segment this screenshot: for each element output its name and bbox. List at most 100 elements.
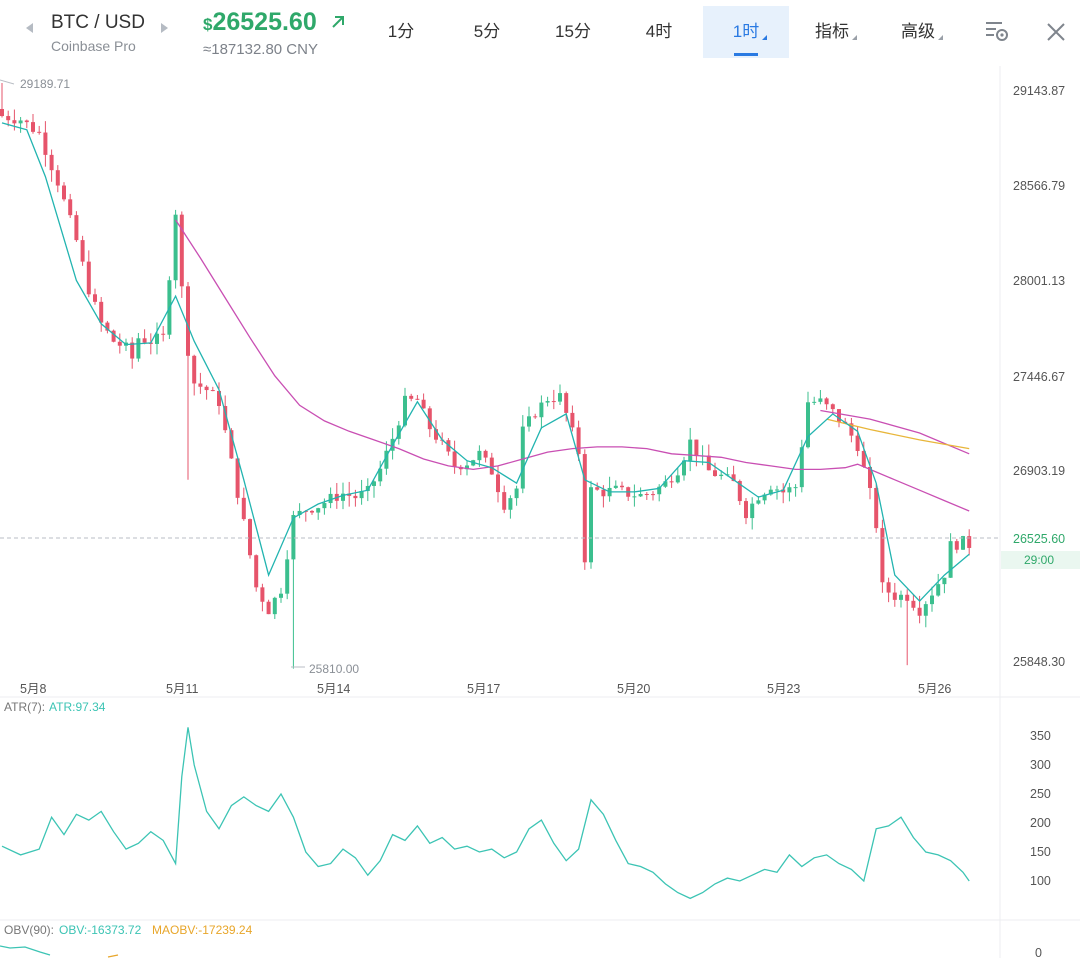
tab-indicators[interactable]: 指标	[789, 6, 875, 58]
current-price: $26525.60	[203, 8, 317, 36]
candle	[477, 445, 482, 467]
candle	[62, 182, 66, 202]
candle	[644, 492, 649, 500]
candle	[316, 507, 321, 520]
candle	[861, 441, 866, 468]
candle	[105, 320, 110, 334]
candle	[527, 406, 531, 432]
chart-area[interactable]: 29189.71 25810.00 29143.87 28566.79 2800…	[0, 66, 1080, 958]
candle	[68, 193, 73, 218]
countdown-tag	[1001, 551, 1080, 569]
candle	[155, 322, 159, 355]
candle	[930, 586, 934, 612]
close-icon[interactable]	[1045, 21, 1067, 43]
chart-settings-icon[interactable]	[984, 18, 1010, 44]
candle	[99, 296, 104, 332]
dropdown-corner-icon	[852, 35, 857, 40]
candle	[899, 590, 903, 608]
candle	[675, 467, 680, 484]
candle	[452, 440, 457, 474]
tab-15min[interactable]: 15分	[555, 22, 591, 41]
candle	[384, 441, 389, 475]
candle	[750, 497, 755, 530]
tab-4h[interactable]: 4时	[645, 22, 673, 41]
candle	[310, 510, 314, 515]
candle	[0, 83, 4, 118]
candle	[18, 117, 23, 133]
time-tick: 5月20	[617, 682, 650, 696]
next-pair-arrow-icon[interactable]	[161, 23, 168, 33]
candle	[849, 417, 854, 443]
candle	[620, 481, 624, 491]
candle	[204, 385, 209, 400]
candle	[210, 386, 215, 392]
candle	[291, 510, 296, 669]
candle	[582, 449, 587, 570]
candle	[217, 382, 221, 415]
tab-1min[interactable]: 1分	[387, 22, 415, 41]
pair-name[interactable]: BTC / USD	[51, 12, 145, 33]
candle	[241, 487, 246, 521]
candle	[359, 479, 364, 505]
candle	[793, 484, 798, 497]
candle	[403, 387, 407, 428]
ma-fast-line	[1, 122, 970, 603]
candle	[434, 420, 438, 444]
price-tick: 29143.87	[1013, 84, 1065, 98]
candle	[595, 482, 600, 491]
obv-indicator-label: OBV(90):	[4, 923, 54, 937]
price-overlay: 29189.71 25810.00	[0, 77, 1000, 676]
obv-tick: 0	[1035, 946, 1042, 958]
candle	[886, 577, 891, 603]
tab-1h[interactable]: 1时	[703, 6, 789, 58]
high-price-marker: 29189.71	[20, 77, 70, 91]
obv-line	[0, 945, 51, 956]
candle	[576, 420, 581, 461]
candle	[458, 464, 463, 476]
candle	[378, 460, 383, 487]
candle	[744, 497, 748, 525]
atr-value-label: ATR:97.34	[49, 700, 106, 714]
atr-tick: 350	[1030, 729, 1051, 743]
price-tick: 27446.67	[1013, 370, 1065, 384]
candle	[279, 587, 283, 603]
last-price-tag	[1001, 528, 1080, 549]
tab-5min[interactable]: 5分	[473, 22, 501, 41]
price-tick: 26903.19	[1013, 464, 1065, 478]
candle	[489, 452, 494, 475]
candle	[248, 518, 252, 559]
candle	[93, 288, 97, 305]
tab-advanced[interactable]: 高级	[875, 6, 961, 58]
candle	[297, 503, 302, 519]
atr-panel: ATR(7): ATR:97.34 350 300 250 200 150 10…	[0, 698, 1080, 921]
candle	[787, 482, 792, 502]
candle	[818, 390, 823, 405]
candle	[161, 325, 166, 342]
candle	[186, 281, 190, 480]
candle	[421, 393, 426, 409]
candle	[539, 395, 544, 429]
time-tick: 5月23	[767, 682, 800, 696]
time-tick: 5月17	[467, 682, 500, 696]
ma-extra-line	[820, 409, 970, 455]
time-tick: 5月8	[20, 682, 46, 696]
candle	[731, 465, 736, 482]
candle	[533, 413, 538, 419]
candle	[173, 209, 178, 289]
previous-pair-arrow-icon[interactable]	[26, 23, 33, 33]
candle	[111, 329, 116, 343]
active-tab-underline	[734, 53, 758, 56]
candle	[651, 491, 655, 501]
price-tick: 28001.13	[1013, 274, 1065, 288]
candle	[396, 420, 401, 445]
candle	[192, 354, 197, 396]
ma-slow-line	[175, 219, 970, 512]
candle	[285, 550, 290, 600]
candle	[334, 483, 339, 509]
time-tick: 5月26	[918, 682, 951, 696]
price-cny: ≈187132.80 CNY	[203, 41, 318, 58]
candle	[514, 485, 519, 506]
candle	[775, 485, 779, 500]
candle	[570, 405, 575, 432]
candle	[632, 484, 637, 507]
